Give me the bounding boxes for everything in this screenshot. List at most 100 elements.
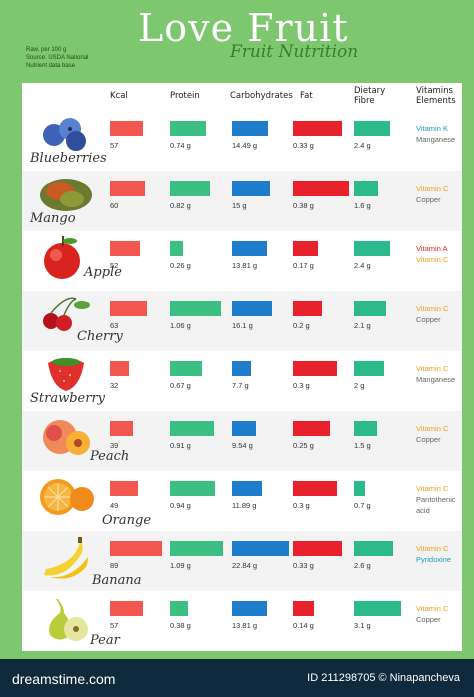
- carbs-value-label: 13.81 g: [232, 621, 258, 630]
- protein-value-label: 0.82 g: [170, 201, 191, 210]
- kcal-value-label: 57: [110, 621, 119, 630]
- kcal-value-label: 89: [110, 561, 119, 570]
- vitamin-label: Pyridoxine: [416, 555, 452, 564]
- protein-bar: [170, 481, 216, 496]
- fruit-name: Cherry: [77, 329, 123, 344]
- fat-value-label: 0.33 g: [293, 141, 314, 150]
- source-note-line: Nutrient data base: [26, 63, 76, 69]
- fat-bar: [293, 121, 342, 136]
- carbs-bar: [232, 421, 256, 436]
- protein-value-label: 0.91 g: [170, 441, 191, 450]
- fruit-name: Peach: [90, 449, 130, 464]
- fruit-cherry-icon: [36, 293, 96, 338]
- kcal-bar: [110, 541, 162, 556]
- fruit-orange-icon: [36, 473, 96, 523]
- kcal-value-label: 49: [110, 501, 119, 510]
- vitamin-label: Copper: [416, 195, 441, 204]
- fat-value-label: 0.17 g: [293, 261, 314, 270]
- kcal-bar: [110, 421, 133, 436]
- kcal-value-label: 57: [110, 141, 119, 150]
- fibre-bar: [354, 241, 390, 256]
- fruit-name: Blueberries: [30, 151, 107, 166]
- carbs-bar: [232, 541, 290, 556]
- vitamin-label: Vitamin A: [416, 244, 448, 253]
- vitamin-label: Copper: [416, 435, 441, 444]
- poster-subtitle: Fruit Nutrition: [230, 42, 359, 62]
- protein-value-label: 0.38 g: [170, 621, 191, 630]
- fat-value-label: 0.33 g: [293, 561, 314, 570]
- vitamin-label: Vitamin C: [416, 184, 449, 193]
- nutrition-table: Kcal Protein Carbohydrates Fat Dietary F…: [22, 83, 462, 651]
- vitamin-label: Vitamin C: [416, 544, 449, 553]
- protein-bar: [170, 361, 203, 376]
- fibre-bar: [354, 361, 384, 376]
- footer-logo: dreamstime.com: [12, 671, 116, 687]
- table-row: Blueberries 57 0.74 g 14.49 g 0.33 g 2.4 g Vit…: [22, 111, 462, 171]
- protein-value-label: 1.06 g: [170, 321, 191, 330]
- carbs-value-label: 14.49 g: [232, 141, 258, 150]
- carbs-bar: [232, 481, 262, 496]
- kcal-value-label: 32: [110, 381, 119, 390]
- column-header-fat: Fat: [300, 91, 313, 101]
- kcal-value-label: 52: [110, 261, 119, 270]
- source-note-line: Raw, per 100 g: [26, 47, 67, 53]
- kcal-bar: [110, 121, 144, 136]
- fibre-bar: [354, 421, 377, 436]
- vitamin-label: Copper: [416, 315, 441, 324]
- protein-value-label: 0.74 g: [170, 141, 191, 150]
- fibre-value-label: 3.1 g: [354, 621, 371, 630]
- kcal-bar: [110, 361, 129, 376]
- fruit-name: Strawberry: [30, 391, 106, 406]
- fat-value-label: 0.2 g: [293, 321, 310, 330]
- poster-title: Love Fruit: [138, 6, 349, 50]
- carbs-value-label: 7.7 g: [232, 381, 249, 390]
- fibre-bar: [354, 541, 393, 556]
- fat-bar: [293, 541, 342, 556]
- carbs-value-label: 13.81 g: [232, 261, 258, 270]
- vitamin-label: Vitamin C: [416, 255, 449, 264]
- column-header-carbohydrates: Carbohydrates: [230, 91, 293, 101]
- protein-value-label: 0.26 g: [170, 261, 191, 270]
- protein-bar: [170, 601, 189, 616]
- carbs-bar: [232, 601, 267, 616]
- fibre-bar: [354, 121, 390, 136]
- vitamin-label: Vitamin C: [416, 424, 449, 433]
- carbs-value-label: 15 g: [232, 201, 247, 210]
- carbs-value-label: 22.84 g: [232, 561, 258, 570]
- fruit-banana-icon: [36, 533, 96, 588]
- vitamin-label: Vitamin C: [416, 484, 449, 493]
- fibre-value-label: 2.4 g: [354, 261, 371, 270]
- fruit-strawberry-icon: [36, 353, 96, 398]
- carbs-value-label: 16.1 g: [232, 321, 253, 330]
- protein-value-label: 0.67 g: [170, 381, 191, 390]
- kcal-bar: [110, 181, 145, 196]
- fruit-pear-icon: [36, 593, 96, 648]
- protein-value-label: 1.09 g: [170, 561, 191, 570]
- vitamin-label: Vitamin K: [416, 124, 448, 133]
- column-header-protein: Protein: [170, 91, 200, 101]
- carbs-value-label: 9.54 g: [232, 441, 253, 450]
- fat-bar: [293, 241, 319, 256]
- footer-bar: dreamstime.com ID 211298705 © Ninapanche…: [0, 659, 474, 697]
- fat-bar: [293, 301, 323, 316]
- footer-image-id: ID 211298705 © Ninapancheva: [307, 672, 460, 684]
- fat-bar: [293, 481, 338, 496]
- fruit-name: Orange: [102, 513, 152, 528]
- fat-value-label: 0.3 g: [293, 381, 310, 390]
- protein-bar: [170, 541, 223, 556]
- protein-bar: [170, 181, 210, 196]
- fibre-value-label: 2.6 g: [354, 561, 371, 570]
- table-row: Pear 57 0.38 g 13.81 g 0.14 g 3.1 g Vitamin C C…: [22, 591, 462, 651]
- column-header-vitamins: Vitamins Elements: [416, 86, 456, 106]
- vitamin-label: Pantothenic: [416, 495, 456, 504]
- vitamin-label: Manganese: [416, 375, 456, 384]
- fibre-bar: [354, 181, 378, 196]
- vitamin-label: Vitamin C: [416, 604, 449, 613]
- vitamin-label: Copper: [416, 615, 441, 624]
- kcal-value-label: 60: [110, 201, 119, 210]
- fruit-name: Apple: [84, 265, 122, 280]
- fibre-bar: [354, 301, 386, 316]
- fat-bar: [293, 601, 314, 616]
- protein-bar: [170, 421, 214, 436]
- table-row: Mango 60 0.82 g 15 g 0.38 g 1.6 g Vitamin C Cop…: [22, 171, 462, 231]
